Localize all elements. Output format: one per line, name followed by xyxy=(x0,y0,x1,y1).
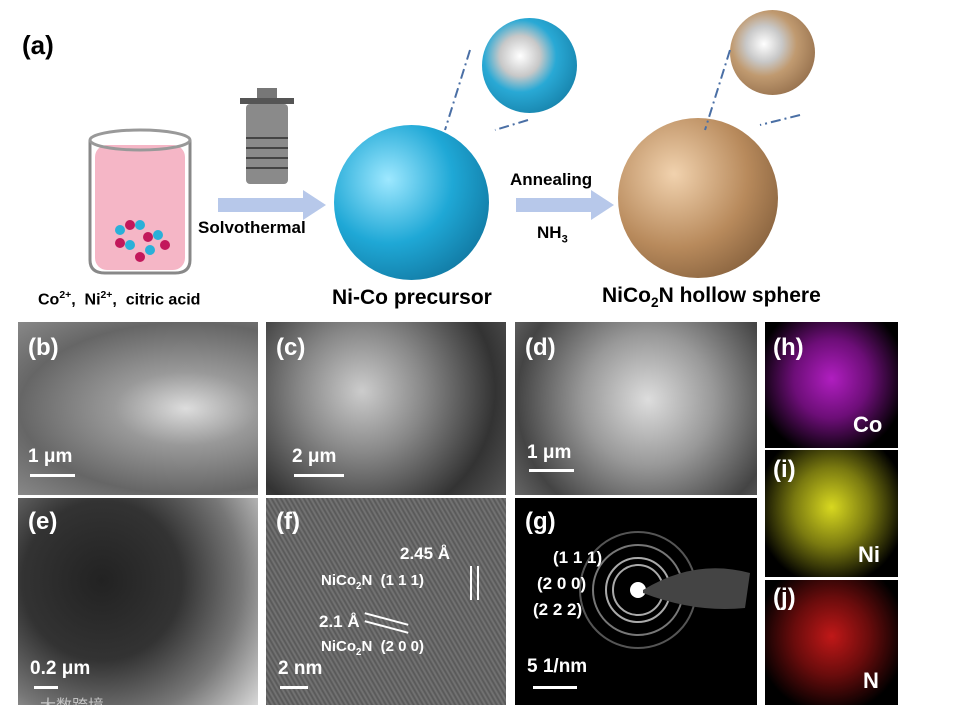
fringe-marker xyxy=(470,566,472,600)
step-label: NH3 xyxy=(537,223,568,245)
text: , Ni xyxy=(71,291,101,309)
text: , citric acid xyxy=(112,291,201,309)
arrow xyxy=(218,190,326,220)
beaker xyxy=(88,128,192,275)
scale-bar xyxy=(280,686,308,689)
panel-label: (f) xyxy=(276,508,300,535)
subscript: 3 xyxy=(561,233,568,246)
panel-label: (i) xyxy=(773,456,796,483)
panel-label: (b) xyxy=(28,334,59,361)
text: Co xyxy=(38,291,60,309)
watermark: 大数跨境 xyxy=(40,698,105,715)
spacing-label: 2.1 Å xyxy=(319,612,360,631)
element-label: Co xyxy=(853,412,883,437)
eds-map: (h) Co xyxy=(765,322,898,448)
text: N hollow sphere xyxy=(658,284,821,307)
element-label: N xyxy=(863,668,879,693)
fringe-marker xyxy=(477,566,479,600)
scale-bar xyxy=(294,474,344,477)
panel-label: (e) xyxy=(28,508,58,535)
scale-bar xyxy=(30,474,75,477)
subscript: 2 xyxy=(651,295,659,311)
scale-bar xyxy=(533,686,577,689)
ring-label: (2 0 0) xyxy=(537,574,587,593)
spacing-label: 2.45 Å xyxy=(400,544,451,563)
step-label: Solvothermal xyxy=(198,218,306,237)
callout-line xyxy=(704,49,801,131)
precursor-sphere xyxy=(334,125,489,280)
text: N (1 1 1) xyxy=(361,572,424,589)
scale-label: 1 μm xyxy=(28,446,73,467)
product-label: NiCo2N hollow sphere xyxy=(602,284,821,310)
text: NiCo xyxy=(321,572,356,589)
text: N (2 0 0) xyxy=(361,638,424,655)
scale-bar xyxy=(529,469,574,472)
text: NiCo xyxy=(321,638,356,655)
scale-label: 2 nm xyxy=(278,658,323,679)
eds-map: (j) N xyxy=(765,580,898,705)
superscript: 2+ xyxy=(59,290,72,301)
panel-label: (d) xyxy=(525,334,556,361)
eds-map: (i) Ni xyxy=(765,450,898,577)
scale-bar xyxy=(34,686,58,689)
saed-image: (g) (1 1 1) (2 0 0) (2 2 2) 5 1/nm xyxy=(515,498,757,705)
sem-image: (d) 1 μm xyxy=(515,322,757,495)
arrow xyxy=(516,190,614,220)
sem-image: (b) 1 μm xyxy=(18,322,258,495)
precursor-label: Ni-Co precursor xyxy=(332,286,492,309)
autoclave xyxy=(240,88,294,184)
precursor-section xyxy=(482,18,577,113)
scale-label: 1 μm xyxy=(527,442,572,463)
tem-image: (e) 0.2 μm xyxy=(18,498,258,705)
subscript: 2 xyxy=(356,581,362,592)
product-section xyxy=(730,10,815,95)
diffraction-rings xyxy=(579,531,750,649)
panel-label: (g) xyxy=(525,508,556,535)
scale-label: 5 1/nm xyxy=(527,656,588,677)
plane-label: NiCo2N (2 0 0) xyxy=(321,638,424,658)
panel-label: (j) xyxy=(773,584,796,611)
panel-label: (h) xyxy=(773,334,804,361)
ring-label: (2 2 2) xyxy=(533,600,583,619)
text: NH xyxy=(537,223,562,242)
sem-image: (c) 2 μm xyxy=(266,322,506,495)
ring-label: (1 1 1) xyxy=(553,548,603,567)
subscript: 2 xyxy=(356,647,362,658)
hrtem-image: (f) 2.45 Å NiCo2N (1 1 1) 2.1 Å NiCo2N (… xyxy=(266,498,506,705)
plane-label: NiCo2N (1 1 1) xyxy=(321,572,424,592)
product-sphere xyxy=(618,118,778,278)
panel-label: (a) xyxy=(22,30,54,60)
scale-label: 0.2 μm xyxy=(30,658,91,679)
step-label: Annealing xyxy=(510,170,593,189)
text: NiCo xyxy=(602,284,651,307)
scale-label: 2 μm xyxy=(292,446,337,467)
panel-label: (c) xyxy=(276,334,306,361)
reactants: Co2+, Ni2+, citric acid xyxy=(38,290,200,309)
callout-line xyxy=(444,49,529,131)
superscript: 2+ xyxy=(100,290,113,301)
element-label: Ni xyxy=(858,542,880,567)
